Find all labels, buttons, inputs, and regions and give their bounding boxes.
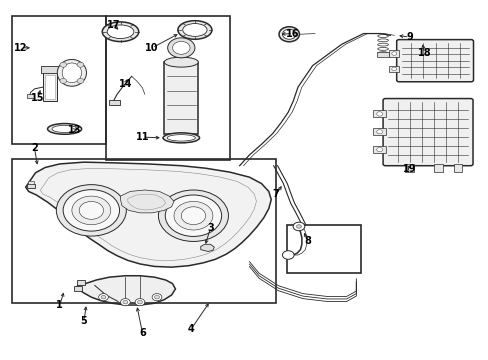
Ellipse shape (163, 133, 199, 143)
Ellipse shape (62, 63, 81, 83)
Text: 16: 16 (286, 28, 299, 39)
Bar (12, 158, 276, 303)
Circle shape (152, 294, 162, 301)
Text: 13: 13 (67, 125, 81, 135)
Bar (372, 128, 385, 135)
Bar (41, 66, 59, 73)
Text: 10: 10 (145, 43, 159, 53)
FancyBboxPatch shape (382, 99, 472, 166)
Text: 11: 11 (135, 132, 149, 142)
Text: 9: 9 (406, 32, 412, 42)
Circle shape (158, 190, 228, 242)
Text: 15: 15 (31, 93, 44, 103)
Bar (42, 71, 57, 102)
Circle shape (99, 294, 108, 301)
Circle shape (60, 78, 66, 84)
Bar (28, 181, 34, 184)
Text: 19: 19 (402, 164, 416, 174)
Bar (12, 16, 106, 144)
Circle shape (135, 298, 144, 306)
Bar (404, 164, 413, 172)
Ellipse shape (164, 57, 198, 67)
Bar (372, 111, 385, 117)
Circle shape (172, 41, 190, 54)
Circle shape (101, 296, 106, 299)
Bar (388, 66, 398, 72)
Polygon shape (77, 276, 175, 305)
Text: 17: 17 (106, 19, 120, 30)
Text: 1: 1 (56, 300, 63, 310)
Circle shape (376, 112, 382, 116)
Circle shape (63, 190, 119, 231)
Text: 5: 5 (81, 316, 87, 326)
Ellipse shape (167, 135, 195, 141)
Bar (164, 62, 198, 134)
Circle shape (60, 62, 66, 67)
Bar (27, 184, 35, 188)
Circle shape (391, 52, 396, 55)
Text: 12: 12 (14, 43, 27, 53)
Circle shape (165, 195, 221, 237)
Bar (27, 94, 34, 98)
Bar (74, 287, 82, 292)
Text: 18: 18 (417, 48, 430, 58)
Ellipse shape (102, 22, 139, 41)
Bar (372, 146, 385, 153)
Ellipse shape (282, 29, 295, 39)
Circle shape (137, 300, 142, 304)
Bar (77, 280, 85, 285)
Text: 3: 3 (206, 223, 213, 233)
Circle shape (120, 298, 130, 306)
Ellipse shape (57, 59, 86, 86)
Circle shape (292, 222, 304, 231)
Bar (453, 164, 461, 172)
Circle shape (167, 38, 195, 58)
Ellipse shape (183, 23, 206, 36)
Ellipse shape (47, 123, 81, 134)
Bar (388, 50, 398, 57)
Polygon shape (201, 244, 214, 251)
Circle shape (376, 130, 382, 134)
Ellipse shape (279, 27, 299, 42)
Circle shape (72, 196, 111, 225)
Polygon shape (26, 162, 271, 267)
Circle shape (56, 185, 126, 236)
Circle shape (77, 62, 84, 67)
Text: 6: 6 (139, 328, 145, 338)
Ellipse shape (178, 21, 211, 39)
Circle shape (79, 202, 103, 219)
Circle shape (296, 225, 301, 228)
Ellipse shape (107, 25, 134, 39)
Bar (376, 52, 388, 58)
Bar (433, 164, 442, 172)
Text: 4: 4 (187, 324, 194, 334)
Circle shape (174, 202, 212, 230)
FancyBboxPatch shape (396, 40, 472, 82)
Bar (106, 16, 229, 160)
Ellipse shape (52, 125, 77, 132)
Circle shape (122, 300, 127, 304)
Bar (109, 100, 120, 105)
Bar (45, 75, 55, 99)
Text: 7: 7 (272, 189, 279, 199)
Text: 2: 2 (31, 143, 38, 153)
Text: 8: 8 (304, 236, 310, 246)
Polygon shape (120, 190, 174, 213)
Circle shape (181, 207, 205, 225)
Circle shape (376, 148, 382, 152)
Circle shape (282, 251, 293, 259)
Circle shape (154, 296, 159, 299)
Text: 14: 14 (119, 78, 132, 89)
Bar (287, 225, 361, 273)
Circle shape (391, 67, 396, 71)
Circle shape (77, 78, 84, 84)
